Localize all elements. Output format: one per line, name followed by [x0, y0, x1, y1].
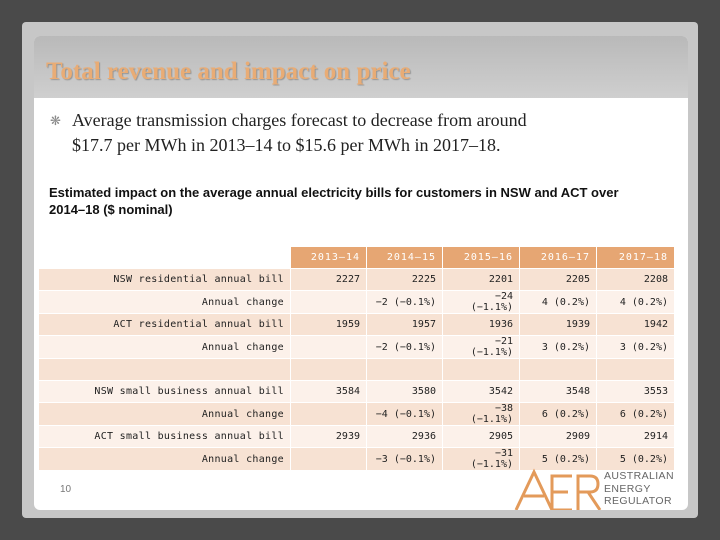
- table-cell: 4 (0.2%): [596, 290, 675, 314]
- slide-title: Total revenue and impact on price: [46, 58, 411, 85]
- table-cell: [290, 335, 367, 359]
- aer-logo-icon: [514, 468, 602, 510]
- table-cell: −4 (−0.1%): [366, 402, 443, 426]
- row-label: ACT residential annual bill: [38, 313, 291, 336]
- table-row: NSW small business annual bill 3584 3580…: [38, 380, 675, 403]
- table-cell: 2227: [290, 268, 367, 291]
- slide: Total revenue and impact on price ❋ Aver…: [34, 36, 688, 510]
- table-cell: [290, 402, 367, 426]
- table-row: Annual change −3 (−0.1%) −31 (−1.1%) 5 (…: [38, 447, 675, 471]
- row-label: ACT small business annual bill: [38, 425, 291, 448]
- table-cell: 6 (0.2%): [519, 402, 597, 426]
- row-label: [38, 358, 291, 381]
- logo-line-1: AUSTRALIAN: [604, 470, 674, 482]
- caption-line-2: 2014–18 ($ nominal): [49, 202, 173, 217]
- table-cell: −3 (−0.1%): [366, 447, 443, 471]
- table-cell: 2208: [596, 268, 675, 291]
- bullet-text: Average transmission charges forecast to…: [50, 108, 650, 158]
- table-cell: 2225: [366, 268, 443, 291]
- table-cell: 3542: [442, 380, 520, 403]
- table-cell: 3548: [519, 380, 597, 403]
- bullet-point: ❋ Average transmission charges forecast …: [50, 108, 650, 158]
- table-cell: −31 (−1.1%): [442, 447, 520, 471]
- bullet-icon: ❋: [50, 113, 61, 128]
- header-cell: 2013–14: [290, 246, 367, 269]
- table-cell: −21 (−1.1%): [442, 335, 520, 359]
- table-cell: 2905: [442, 425, 520, 448]
- table-cell: 3 (0.2%): [519, 335, 597, 359]
- table-cell: 2201: [442, 268, 520, 291]
- table-cell: 2936: [366, 425, 443, 448]
- table-cell: 2205: [519, 268, 597, 291]
- table-cell: 3 (0.2%): [596, 335, 675, 359]
- table-row: ACT residential annual bill 1959 1957 19…: [38, 313, 675, 336]
- table-cell: 3584: [290, 380, 367, 403]
- table-row: ACT small business annual bill 2939 2936…: [38, 425, 675, 448]
- logo-line-2: ENERGY: [604, 482, 651, 495]
- logo-line-3: REGULATOR: [604, 495, 672, 507]
- table-row: Annual change −2 (−0.1%) −24 (−1.1%) 4 (…: [38, 290, 675, 314]
- table-cell: 3553: [596, 380, 675, 403]
- row-label: Annual change: [38, 447, 291, 471]
- header-cell: 2014–15: [366, 246, 443, 269]
- table-row: Annual change −4 (−0.1%) −38 (−1.1%) 6 (…: [38, 402, 675, 426]
- table-row: Annual change −2 (−0.1%) −21 (−1.1%) 3 (…: [38, 335, 675, 359]
- row-label: NSW small business annual bill: [38, 380, 291, 403]
- table-cell: 2914: [596, 425, 675, 448]
- page-number: 10: [60, 484, 72, 495]
- table-cell: 4 (0.2%): [519, 290, 597, 314]
- table-row: [38, 358, 675, 381]
- table-cell: [519, 358, 597, 381]
- logo-text: AUSTRALIAN ENERGY REGULATOR: [604, 470, 674, 508]
- table-cell: 3580: [366, 380, 443, 403]
- row-label: Annual change: [38, 290, 291, 314]
- table-row: NSW residential annual bill 2227 2225 22…: [38, 268, 675, 291]
- table-cell: [442, 358, 520, 381]
- table-cell: 2939: [290, 425, 367, 448]
- table-cell: 6 (0.2%): [596, 402, 675, 426]
- table-cell: 1957: [366, 313, 443, 336]
- table-cell: [290, 290, 367, 314]
- table-cell: 1936: [442, 313, 520, 336]
- row-label: NSW residential annual bill: [38, 268, 291, 291]
- header-cell: 2017–18: [596, 246, 675, 269]
- bullet-line-2: $17.7 per MWh in 2013–14 to $15.6 per MW…: [72, 135, 501, 155]
- caption-line-1: Estimated impact on the average annual e…: [49, 185, 619, 200]
- table-cell: [290, 447, 367, 471]
- bill-impact-table: 2013–14 2014–15 2015–16 2016–17 2017–18 …: [38, 246, 675, 471]
- table-cell: −2 (−0.1%): [366, 290, 443, 314]
- bullet-line-1: Average transmission charges forecast to…: [72, 110, 527, 130]
- table-cell: −24 (−1.1%): [442, 290, 520, 314]
- table-cell: 2909: [519, 425, 597, 448]
- table-cell: 5 (0.2%): [519, 447, 597, 471]
- table-header-row: 2013–14 2014–15 2015–16 2016–17 2017–18: [38, 246, 675, 269]
- table-cell: [366, 358, 443, 381]
- table-cell: 1959: [290, 313, 367, 336]
- table-cell: [596, 358, 675, 381]
- table-cell: 1939: [519, 313, 597, 336]
- title-band: [34, 36, 688, 98]
- row-label: Annual change: [38, 402, 291, 426]
- row-label: Annual change: [38, 335, 291, 359]
- table-cell: −2 (−0.1%): [366, 335, 443, 359]
- header-cell: 2015–16: [442, 246, 520, 269]
- header-cell: 2016–17: [519, 246, 597, 269]
- header-blank: [38, 246, 291, 269]
- table-cell: 1942: [596, 313, 675, 336]
- table-caption: Estimated impact on the average annual e…: [49, 184, 688, 218]
- table-cell: 5 (0.2%): [596, 447, 675, 471]
- table-cell: −38 (−1.1%): [442, 402, 520, 426]
- table-cell: [290, 358, 367, 381]
